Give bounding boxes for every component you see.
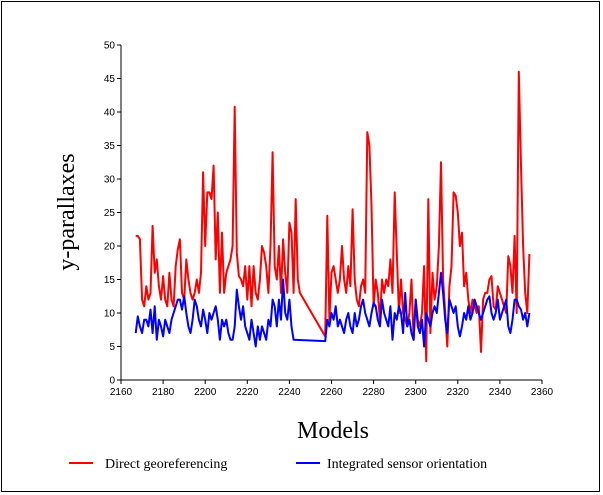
y-tick-label: 20 (104, 242, 116, 253)
x-tick-label: 2360 (531, 387, 554, 398)
x-tick-label: 2300 (405, 387, 428, 398)
y-tick-label: 40 (104, 108, 116, 119)
y-tick-label: 35 (104, 141, 116, 152)
y-tick-label: 50 (104, 41, 116, 52)
legend-label-integrated-sensor-orientation: Integrated sensor orientation (327, 457, 487, 472)
y-tick-label: 10 (104, 309, 116, 320)
x-tick-label: 2240 (278, 387, 301, 398)
y-tick-label: 45 (104, 74, 116, 85)
x-tick-label: 2280 (362, 387, 385, 398)
x-tick-label: 2160 (110, 387, 133, 398)
x-tick-label: 2340 (489, 387, 512, 398)
y-ticks: 0 5 10 15 20 25 30 35 40 45 50 (104, 41, 121, 387)
x-tick-label: 2320 (447, 387, 470, 398)
x-ticks: 2160 2180 2200 2220 2240 2260 2280 2300 2320 2340… (110, 380, 554, 398)
y-tick-label: 5 (109, 342, 115, 353)
y-tick-label: 15 (104, 275, 116, 286)
y-tick-label: 0 (109, 376, 115, 387)
y-tick-label: 30 (104, 175, 116, 186)
x-tick-label: 2180 (152, 387, 175, 398)
x-tick-label: 2200 (194, 387, 217, 398)
axes (120, 45, 542, 381)
series-line-integrated-sensor-orientation (134, 271, 531, 348)
legend: Direct georeferencing Integrated sensor … (69, 457, 487, 472)
y-axis-title: y-parallaxes (54, 153, 80, 270)
x-axis-title: Models (297, 418, 369, 444)
series-group (134, 70, 531, 363)
y-tick-label: 25 (104, 208, 116, 219)
series-line-direct-georeferencing (135, 70, 531, 363)
x-tick-label: 2220 (236, 387, 259, 398)
legend-label-direct-georeferencing: Direct georeferencing (105, 457, 227, 472)
x-tick-label: 2260 (320, 387, 343, 398)
